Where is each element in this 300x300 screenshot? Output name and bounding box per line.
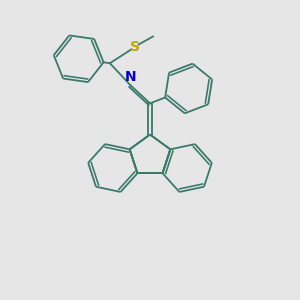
Text: S: S bbox=[130, 40, 140, 54]
Text: N: N bbox=[125, 70, 136, 84]
